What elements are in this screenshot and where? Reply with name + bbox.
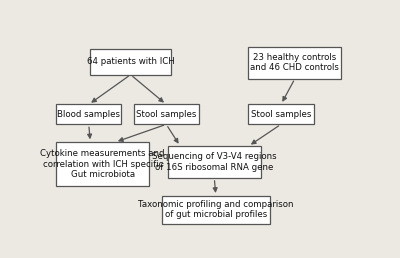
FancyBboxPatch shape <box>56 142 149 186</box>
Text: Blood samples: Blood samples <box>57 110 120 119</box>
Text: Taxonomic profiling and comparison
of gut microbial profiles: Taxonomic profiling and comparison of gu… <box>138 200 294 220</box>
Text: 64 patients with ICH: 64 patients with ICH <box>87 57 174 66</box>
Text: Cytokine measurements and
correlation with ICH specific
Gut microbiota: Cytokine measurements and correlation wi… <box>40 149 165 179</box>
Text: Sequencing of V3-V4 regions
of 16S ribosomal RNA gene: Sequencing of V3-V4 regions of 16S ribos… <box>152 152 277 172</box>
Text: Stool samples: Stool samples <box>136 110 196 119</box>
FancyBboxPatch shape <box>162 196 270 224</box>
FancyBboxPatch shape <box>248 47 341 79</box>
FancyBboxPatch shape <box>248 104 314 124</box>
FancyBboxPatch shape <box>168 146 261 178</box>
FancyBboxPatch shape <box>56 104 121 124</box>
FancyBboxPatch shape <box>90 49 171 75</box>
Text: 23 healthy controls
and 46 CHD controls: 23 healthy controls and 46 CHD controls <box>250 53 339 72</box>
FancyBboxPatch shape <box>134 104 199 124</box>
Text: Stool samples: Stool samples <box>251 110 311 119</box>
